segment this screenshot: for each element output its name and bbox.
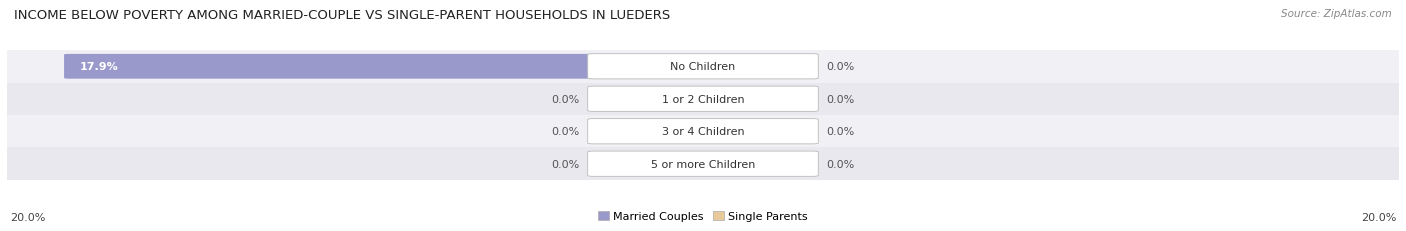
Text: 0.0%: 0.0% <box>551 127 579 137</box>
Text: 20.0%: 20.0% <box>10 212 45 222</box>
Text: No Children: No Children <box>671 62 735 72</box>
Text: 20.0%: 20.0% <box>1361 212 1396 222</box>
FancyBboxPatch shape <box>588 152 818 176</box>
Bar <box>7 51 1399 83</box>
Bar <box>7 83 1399 116</box>
Text: 0.0%: 0.0% <box>827 62 855 72</box>
Text: 0.0%: 0.0% <box>827 94 855 104</box>
Text: 1 or 2 Children: 1 or 2 Children <box>662 94 744 104</box>
FancyBboxPatch shape <box>65 55 595 79</box>
Text: 0.0%: 0.0% <box>827 127 855 137</box>
Text: 0.0%: 0.0% <box>827 159 855 169</box>
Text: 17.9%: 17.9% <box>80 62 118 72</box>
Text: 0.0%: 0.0% <box>551 94 579 104</box>
FancyBboxPatch shape <box>588 87 818 112</box>
FancyBboxPatch shape <box>588 55 818 79</box>
Text: 3 or 4 Children: 3 or 4 Children <box>662 127 744 137</box>
Text: 0.0%: 0.0% <box>551 159 579 169</box>
Bar <box>7 148 1399 180</box>
Bar <box>7 116 1399 148</box>
Text: 5 or more Children: 5 or more Children <box>651 159 755 169</box>
Text: Source: ZipAtlas.com: Source: ZipAtlas.com <box>1281 9 1392 19</box>
Legend: Married Couples, Single Parents: Married Couples, Single Parents <box>593 206 813 225</box>
FancyBboxPatch shape <box>588 119 818 144</box>
Text: INCOME BELOW POVERTY AMONG MARRIED-COUPLE VS SINGLE-PARENT HOUSEHOLDS IN LUEDERS: INCOME BELOW POVERTY AMONG MARRIED-COUPL… <box>14 9 671 22</box>
